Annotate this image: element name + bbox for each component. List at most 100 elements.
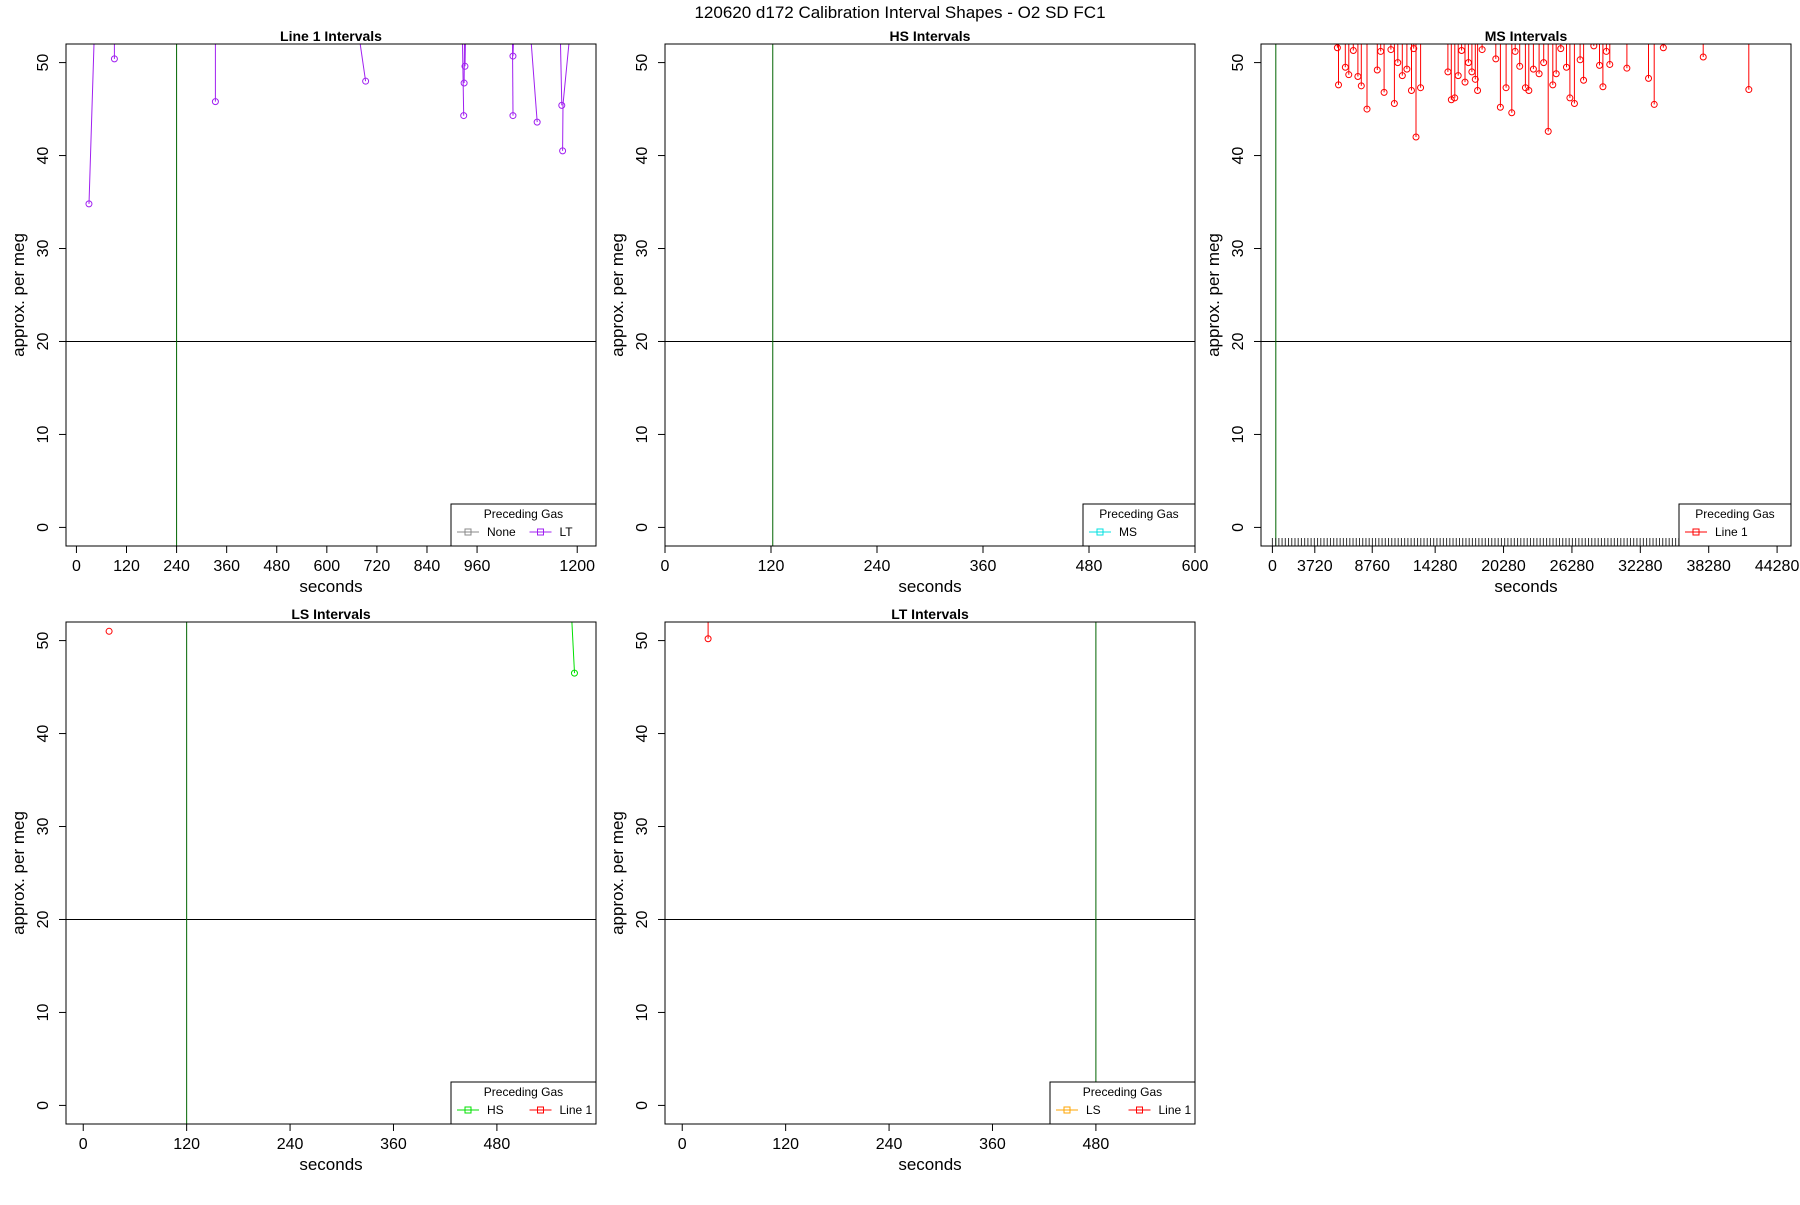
plot-area	[66, 622, 596, 1124]
legend-label: LS	[1086, 1103, 1101, 1117]
y-axis-label: approx. per meg	[608, 233, 627, 357]
x-tick-label: 360	[213, 558, 240, 575]
legend-title: Preceding Gas	[484, 1085, 563, 1099]
legend-title: Preceding Gas	[1099, 507, 1178, 521]
x-tick-label: 480	[1083, 1136, 1110, 1153]
y-tick-label: 0	[35, 523, 52, 532]
y-tick-label: 40	[35, 147, 52, 165]
x-axis-label: seconds	[299, 1155, 362, 1174]
x-tick-label: 3720	[1297, 558, 1333, 575]
page-title: 120620 d172 Calibration Interval Shapes …	[694, 3, 1105, 22]
x-tick-label: 840	[414, 558, 441, 575]
data-point	[106, 628, 112, 634]
series-line	[89, 44, 94, 204]
legend: Preceding Gas HS Line 1	[451, 1082, 596, 1124]
x-axis-label: seconds	[898, 577, 961, 596]
plot-area	[1261, 43, 1791, 546]
y-tick-label: 30	[35, 240, 52, 258]
y-tick-label: 0	[1230, 523, 1247, 532]
y-tick-label: 10	[35, 425, 52, 443]
x-tick-label: 120	[173, 1136, 200, 1153]
x-tick-label: 720	[364, 558, 391, 575]
panel-title: HS Intervals	[890, 28, 971, 44]
plot-frame	[665, 44, 1195, 546]
y-tick-label: 30	[634, 818, 651, 836]
y-tick-label: 10	[634, 425, 651, 443]
x-axis-label: seconds	[898, 1155, 961, 1174]
x-tick-label: 0	[678, 1136, 687, 1153]
x-tick-label: 240	[876, 1136, 903, 1153]
legend: Preceding Gas LS Line 1	[1050, 1082, 1195, 1124]
x-tick-label: 600	[313, 558, 340, 575]
series-line	[531, 44, 537, 122]
legend-label: Line 1	[1159, 1103, 1192, 1117]
x-tick-label: 120	[113, 558, 140, 575]
x-tick-label: 120	[772, 1136, 799, 1153]
y-tick-label: 10	[35, 1003, 52, 1021]
panel-title: LT Intervals	[891, 606, 969, 622]
y-tick-label: 20	[634, 332, 651, 350]
x-tick-label: 480	[484, 1136, 511, 1153]
y-tick-label: 50	[35, 54, 52, 72]
series-line	[360, 44, 365, 81]
x-tick-label: 0	[661, 558, 670, 575]
plot-frame	[66, 622, 596, 1124]
x-tick-label: 8760	[1354, 558, 1390, 575]
x-tick-label: 38280	[1686, 558, 1731, 575]
x-tick-label: 240	[277, 1136, 304, 1153]
x-tick-label: 120	[758, 558, 785, 575]
y-tick-label: 0	[634, 1101, 651, 1110]
y-tick-label: 30	[634, 240, 651, 258]
x-tick-label: 44280	[1755, 558, 1800, 575]
legend-label: Line 1	[560, 1103, 593, 1117]
x-tick-label: 0	[72, 558, 81, 575]
y-tick-label: 40	[634, 725, 651, 743]
y-axis-label: approx. per meg	[1204, 233, 1223, 357]
legend-label: HS	[487, 1103, 504, 1117]
x-tick-label: 360	[380, 1136, 407, 1153]
y-tick-label: 30	[1230, 240, 1247, 258]
x-axis-label: seconds	[1494, 577, 1557, 596]
plot-frame	[66, 44, 596, 546]
y-tick-label: 30	[35, 818, 52, 836]
x-tick-label: 14280	[1413, 558, 1458, 575]
x-tick-label: 32280	[1618, 558, 1663, 575]
plot-area	[665, 44, 1195, 546]
x-tick-label: 480	[263, 558, 290, 575]
x-tick-label: 360	[979, 1136, 1006, 1153]
series-line	[561, 44, 562, 105]
y-tick-label: 20	[35, 332, 52, 350]
y-tick-label: 40	[35, 725, 52, 743]
y-tick-label: 50	[1230, 54, 1247, 72]
y-tick-label: 40	[1230, 147, 1247, 165]
plot-frame	[665, 622, 1195, 1124]
y-tick-label: 20	[634, 910, 651, 928]
y-tick-label: 40	[634, 147, 651, 165]
legend-title: Preceding Gas	[1083, 1085, 1162, 1099]
y-tick-label: 20	[1230, 332, 1247, 350]
x-tick-label: 960	[464, 558, 491, 575]
y-axis-label: approx. per meg	[608, 811, 627, 935]
y-tick-label: 50	[634, 632, 651, 650]
y-axis-label: approx. per meg	[9, 233, 28, 357]
legend-title: Preceding Gas	[484, 507, 563, 521]
x-tick-label: 20280	[1481, 558, 1526, 575]
x-tick-label: 360	[970, 558, 997, 575]
panel-title: MS Intervals	[1485, 28, 1568, 44]
x-tick-label: 480	[1076, 558, 1103, 575]
legend-label: None	[487, 525, 516, 539]
x-tick-label: 240	[864, 558, 891, 575]
x-tick-label: 0	[1268, 558, 1277, 575]
y-tick-label: 10	[1230, 425, 1247, 443]
panel-title: Line 1 Intervals	[280, 28, 382, 44]
series-line	[572, 622, 575, 673]
